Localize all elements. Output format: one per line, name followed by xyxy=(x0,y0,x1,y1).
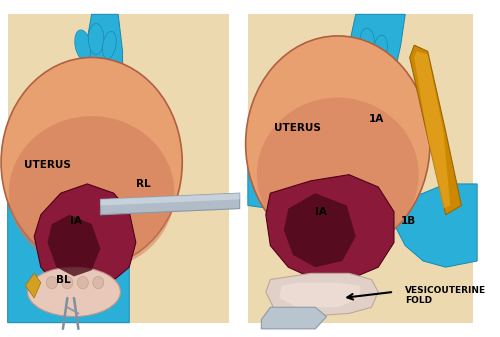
Polygon shape xyxy=(8,144,129,323)
Ellipse shape xyxy=(74,30,91,60)
Polygon shape xyxy=(100,193,239,215)
Ellipse shape xyxy=(1,58,182,267)
Ellipse shape xyxy=(74,195,88,216)
Polygon shape xyxy=(414,51,450,209)
Text: UTERUS: UTERUS xyxy=(274,123,320,133)
Polygon shape xyxy=(266,175,394,279)
Text: 1A: 1A xyxy=(369,114,384,124)
Bar xyxy=(8,14,228,323)
Polygon shape xyxy=(410,45,462,215)
Ellipse shape xyxy=(62,276,73,289)
Text: IA: IA xyxy=(70,216,82,226)
Bar xyxy=(248,14,472,323)
Ellipse shape xyxy=(9,116,174,270)
Ellipse shape xyxy=(360,28,374,56)
Ellipse shape xyxy=(257,98,418,252)
Ellipse shape xyxy=(85,190,98,209)
Polygon shape xyxy=(100,193,239,206)
Text: VESICOUTERINE
FOLD: VESICOUTERINE FOLD xyxy=(405,286,486,305)
Polygon shape xyxy=(248,131,342,215)
Ellipse shape xyxy=(46,276,58,289)
Polygon shape xyxy=(280,283,360,307)
Polygon shape xyxy=(34,184,136,292)
Ellipse shape xyxy=(346,37,361,65)
Text: IA: IA xyxy=(316,207,327,217)
Polygon shape xyxy=(74,14,122,137)
Polygon shape xyxy=(48,215,100,276)
Polygon shape xyxy=(266,273,378,316)
Ellipse shape xyxy=(96,190,109,208)
Ellipse shape xyxy=(102,31,117,59)
Polygon shape xyxy=(284,193,356,267)
Ellipse shape xyxy=(246,36,430,252)
Polygon shape xyxy=(26,273,41,298)
Ellipse shape xyxy=(78,276,88,289)
Text: 1B: 1B xyxy=(400,216,416,226)
Polygon shape xyxy=(262,307,326,329)
Ellipse shape xyxy=(93,276,104,289)
Ellipse shape xyxy=(28,267,120,316)
Text: UTERUS: UTERUS xyxy=(24,160,71,171)
Text: RL: RL xyxy=(136,179,150,189)
Text: BL: BL xyxy=(56,275,71,285)
Polygon shape xyxy=(347,14,405,153)
Polygon shape xyxy=(382,184,477,267)
Ellipse shape xyxy=(374,35,388,61)
Ellipse shape xyxy=(88,24,104,54)
